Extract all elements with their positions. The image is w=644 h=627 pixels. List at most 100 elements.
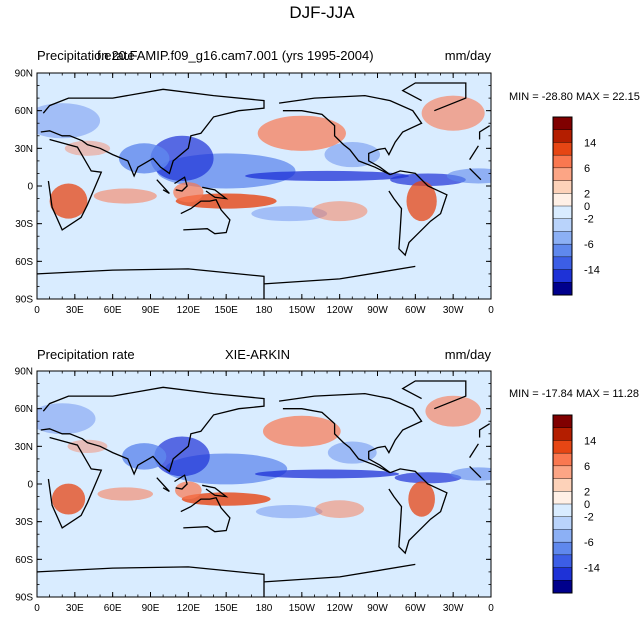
lon-tick-label: 30E bbox=[66, 305, 84, 316]
colorbar-box bbox=[552, 129, 573, 143]
precip-anomaly-patch bbox=[390, 173, 466, 187]
colorbar-label: 14 bbox=[584, 137, 596, 149]
lon-tick-label: 90E bbox=[142, 305, 160, 316]
colorbar-box bbox=[552, 269, 573, 283]
precip-anomaly-patch bbox=[394, 472, 462, 484]
lon-tick-label: 90W bbox=[367, 603, 388, 614]
colorbar-box bbox=[552, 516, 573, 530]
colorbar-label: 6 bbox=[584, 163, 590, 175]
lat-tick-label: 0 bbox=[27, 480, 33, 491]
lon-tick-label: 60E bbox=[104, 603, 122, 614]
lat-tick-label: 90N bbox=[15, 367, 33, 378]
coastline bbox=[174, 176, 188, 192]
coastline bbox=[388, 468, 448, 555]
coastline bbox=[174, 474, 188, 490]
lon-tick-label: 30E bbox=[66, 603, 84, 614]
panel2-center-title: XIE-ARKIN bbox=[225, 347, 291, 362]
lon-tick-label: 120W bbox=[327, 603, 354, 614]
colorbar-box bbox=[552, 167, 573, 182]
colorbar-box bbox=[552, 256, 573, 271]
colorbar-label: -2 bbox=[584, 512, 594, 524]
precip-anomaly-patch bbox=[67, 439, 108, 453]
precip-anomaly-patch bbox=[406, 180, 437, 222]
colorbar-box bbox=[552, 554, 573, 569]
colorbar-frame bbox=[552, 116, 573, 296]
precip-anomaly-patch bbox=[324, 142, 381, 168]
colorbar-box bbox=[552, 465, 573, 480]
colorbar-frame bbox=[552, 414, 573, 594]
lon-tick-label: 120E bbox=[177, 603, 201, 614]
lat-tick-label: 60S bbox=[15, 257, 33, 268]
precip-anomaly-patch bbox=[150, 135, 214, 181]
precip-anomaly-patch bbox=[255, 504, 323, 519]
colorbar-box bbox=[552, 205, 573, 220]
panel1-left-title: Precipitation rate bbox=[37, 48, 135, 63]
precip-anomaly-patch bbox=[421, 95, 485, 131]
coastline bbox=[40, 88, 491, 178]
lon-tick-label: 30W bbox=[443, 603, 464, 614]
colorbar-label: 6 bbox=[584, 461, 590, 473]
coastline bbox=[202, 484, 229, 498]
precip-anomaly-patch bbox=[408, 481, 435, 517]
coastline bbox=[47, 138, 482, 231]
lon-tick-label: 90E bbox=[142, 603, 160, 614]
coastline bbox=[37, 265, 416, 299]
colorbar-label: -14 bbox=[584, 563, 600, 575]
colorbar-box bbox=[552, 567, 573, 581]
lon-tick-label: 180 bbox=[256, 305, 273, 316]
coastline bbox=[388, 170, 448, 257]
lon-tick-label: 0 bbox=[488, 603, 494, 614]
precip-anomaly-patch bbox=[93, 188, 157, 204]
panel2-left-title: Precipitation rate bbox=[37, 347, 135, 362]
lon-tick-label: 120E bbox=[177, 305, 201, 316]
panel1-right-title: mm/day bbox=[444, 48, 491, 63]
colorbar-label: 0 bbox=[584, 201, 590, 213]
coastline bbox=[180, 199, 231, 235]
lon-tick-label: 150E bbox=[214, 305, 238, 316]
colorbar-label: -6 bbox=[584, 537, 594, 549]
lon-tick-label: 60W bbox=[405, 305, 426, 316]
precip-anomaly-patch bbox=[262, 415, 341, 447]
colorbar-box bbox=[552, 154, 573, 169]
precip-anomaly-patch bbox=[64, 140, 111, 156]
lat-tick-label: 90S bbox=[15, 593, 33, 604]
precip-anomaly-patch bbox=[315, 500, 365, 518]
colorbar-label: 2 bbox=[584, 486, 590, 498]
lat-tick-label: 30N bbox=[15, 144, 33, 155]
colorbar-box bbox=[552, 440, 573, 454]
panel2-right-title: mm/day bbox=[444, 347, 491, 362]
colorbar-2: 14 6 20-2 -6 -14 bbox=[552, 414, 600, 594]
precip-anomaly-patch bbox=[254, 469, 400, 479]
precip-anomaly-patch bbox=[37, 103, 101, 139]
precip-anomaly-patch bbox=[450, 467, 491, 481]
coastline bbox=[180, 497, 231, 533]
lon-tick-label: 180 bbox=[256, 603, 273, 614]
panel1-center-title: f.e20.FAMIP.f09_g16.cam7.001 (yrs 1995-2… bbox=[97, 48, 374, 63]
lon-tick-label: 60W bbox=[405, 603, 426, 614]
colorbar-box bbox=[552, 193, 573, 207]
precip-anomaly-patch bbox=[37, 403, 96, 435]
precip-anomaly-patch bbox=[154, 436, 210, 477]
coastline bbox=[156, 179, 170, 195]
colorbar-box bbox=[552, 231, 573, 245]
panel2-stats: MIN = -17.84 MAX = 11.28 bbox=[509, 388, 640, 400]
colorbar-label: 0 bbox=[584, 499, 590, 511]
colorbar-box bbox=[552, 529, 573, 543]
colorbar-box bbox=[552, 503, 573, 518]
colorbar-label: 14 bbox=[584, 435, 596, 447]
colorbar-box bbox=[552, 541, 573, 556]
coastline bbox=[40, 386, 491, 476]
lon-tick-label: 0 bbox=[34, 305, 40, 316]
precip-anomaly-patch bbox=[173, 182, 204, 203]
colorbar-box bbox=[552, 452, 573, 467]
panel1-stats: MIN = -28.80 MAX = 22.15 bbox=[509, 91, 640, 103]
coastline bbox=[47, 436, 482, 529]
lat-tick-label: 0 bbox=[27, 182, 33, 193]
lat-tick-label: 30N bbox=[15, 442, 33, 453]
lat-tick-label: 90S bbox=[15, 295, 33, 306]
precip-anomaly-patch bbox=[121, 443, 167, 470]
precip-anomaly-patch bbox=[425, 395, 481, 427]
coastline bbox=[401, 380, 467, 410]
